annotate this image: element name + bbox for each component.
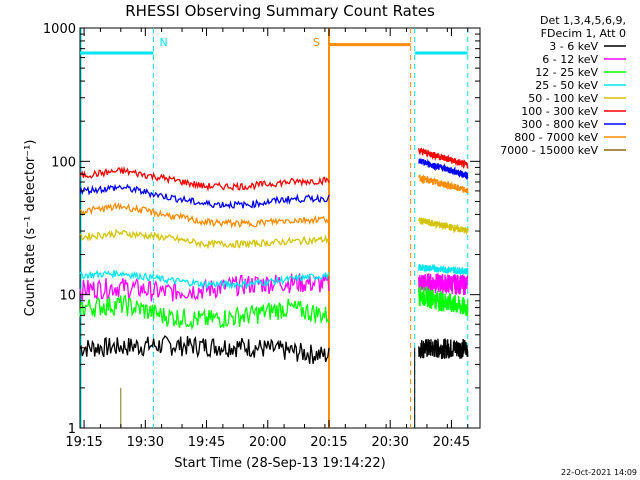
x-tick-label: 20:00 <box>249 435 286 450</box>
x-tick-label: 20:30 <box>371 435 408 450</box>
legend-entry-label: 300 - 800 keV <box>521 118 598 131</box>
y-tick-label: 10 <box>59 289 76 304</box>
series-12_25keV <box>79 285 469 331</box>
x-tick-label: 19:30 <box>127 435 164 450</box>
x-tick-label: 19:15 <box>65 435 102 450</box>
y-axis: 1 10 100 1000 <box>43 22 480 437</box>
series-line <box>79 202 330 229</box>
legend-entry-label: 6 - 12 keV <box>542 53 598 66</box>
series-line <box>79 335 330 364</box>
series-6_12keV <box>79 273 469 302</box>
legend-entry-label: 800 - 7000 keV <box>514 131 598 144</box>
series-line <box>418 263 469 277</box>
series-300_800keV <box>79 158 469 210</box>
annotation-n: N <box>159 36 167 49</box>
series-line <box>418 217 469 236</box>
series-line <box>79 228 330 250</box>
x-axis: 19:15 19:30 19:45 20:00 20:15 20:30 20:45 <box>65 28 470 450</box>
y-tick-label: 100 <box>51 155 76 170</box>
series-line <box>79 183 330 210</box>
legend-entry-label: 50 - 100 keV <box>528 92 598 105</box>
legend-entry-label: 100 - 300 keV <box>521 105 598 118</box>
chart-title: RHESSI Observing Summary Count Rates <box>125 2 435 20</box>
x-tick-label: 20:45 <box>433 435 470 450</box>
series-25_50keV <box>79 263 469 290</box>
series-line <box>418 273 469 295</box>
series-line <box>79 273 330 302</box>
legend-entry-label: 7000 - 15000 keV <box>500 144 598 157</box>
series-50_100keV <box>79 217 469 250</box>
footer-timestamp: 22-Oct-2021 14:09 <box>561 468 637 477</box>
y-tick-label: 1000 <box>43 22 76 37</box>
annotation-s: S <box>313 36 320 49</box>
x-axis-label: Start Time (28-Sep-13 19:14:22) <box>174 456 385 471</box>
legend-entry-label: 3 - 6 keV <box>549 40 598 53</box>
series-line <box>418 338 469 359</box>
series-line <box>79 294 330 331</box>
series-line <box>79 165 330 192</box>
plot-frame <box>79 27 481 429</box>
x-tick-label: 19:45 <box>188 435 225 450</box>
legend: Det 1,3,4,5,6,9,FDecim 1, Att 03 - 6 keV… <box>500 14 626 157</box>
legend-header: Det 1,3,4,5,6,9, <box>540 14 626 27</box>
series-line <box>418 158 469 181</box>
series-800_7000keV <box>79 173 469 229</box>
series-line <box>418 147 469 169</box>
series-3_6keV <box>79 335 469 364</box>
series-line <box>418 173 469 194</box>
legend-entry-label: 12 - 25 keV <box>535 66 598 79</box>
legend-entry-label: 25 - 50 keV <box>535 79 598 92</box>
x-tick-label: 20:15 <box>310 435 347 450</box>
legend-header: FDecim 1, Att 0 <box>541 27 626 40</box>
series-line <box>79 269 330 290</box>
y-axis-label: Count Rate (s⁻¹ detector⁻¹) <box>23 140 38 317</box>
series-100_300keV <box>79 147 469 192</box>
y-tick-label: 1 <box>68 422 76 437</box>
series-line <box>418 285 469 317</box>
